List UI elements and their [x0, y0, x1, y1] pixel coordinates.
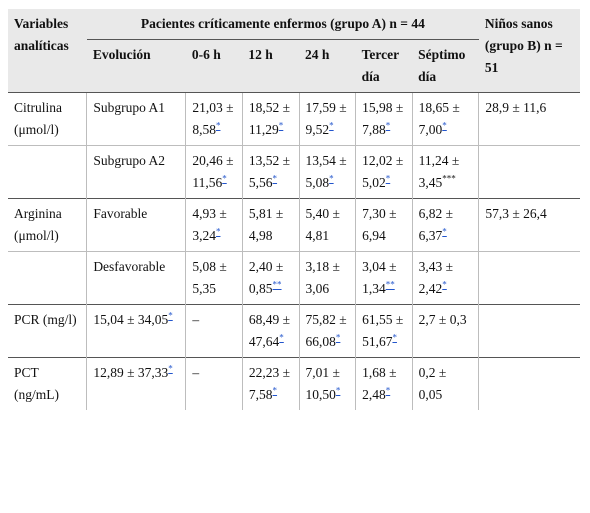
header-12h: 12 h: [242, 39, 299, 93]
value-cell: 13,54 ± 5,08*: [298, 145, 356, 199]
group-b-cell: [478, 304, 580, 358]
significance-link[interactable]: *: [215, 226, 221, 237]
group-b-cell: 28,9 ± 11,6: [478, 92, 580, 146]
value-cell: 5,08 ± 5,35: [185, 251, 243, 305]
group-b-cell: [478, 145, 580, 199]
value-cell: 6,82 ± 6,37*: [411, 198, 479, 252]
value-cell: 5,81 ± 4,98: [241, 198, 299, 252]
value-cell: 0,2 ± 0,05: [411, 357, 479, 410]
table-row: PCT (ng/mL) 12,89 ± 37,33* – 22,23 ± 7,5…: [8, 357, 580, 410]
significance-link[interactable]: *: [222, 173, 227, 184]
value-cell: –: [185, 304, 243, 358]
group-cell: Subgrupo A1: [86, 92, 186, 146]
variable-cell: PCR (mg/l): [8, 304, 87, 358]
header-group-b: Niños sanos (grupo B) n = 51: [478, 9, 580, 93]
significance-link[interactable]: *: [168, 363, 173, 374]
significance-link[interactable]: *: [385, 173, 391, 184]
value-cell: 15,04 ± 34,05*: [86, 304, 186, 358]
significance-link[interactable]: *: [329, 173, 334, 184]
significance-link[interactable]: *: [442, 226, 447, 237]
significance-link[interactable]: *: [215, 120, 221, 131]
variable-cell: PCT (ng/mL): [8, 357, 87, 410]
value-cell: 68,49 ± 47,64*: [241, 304, 299, 358]
value-cell: 12,02 ± 5,02*: [355, 145, 413, 199]
group-cell: Subgrupo A2: [86, 145, 186, 199]
significance-link[interactable]: *: [272, 173, 278, 184]
table-row: Citrulina (μmol/l) Subgrupo A1 21,03 ± 8…: [8, 92, 580, 146]
value-cell: 3,04 ± 1,34**: [355, 251, 413, 305]
significance-link[interactable]: **: [385, 279, 395, 290]
header-evolucion: Evolución: [86, 39, 186, 93]
data-table: Variables analíticas Pacientes críticame…: [8, 9, 580, 410]
group-b-cell: [478, 251, 580, 305]
significance-link[interactable]: *: [335, 385, 341, 396]
significance-mark: ***: [442, 173, 456, 184]
significance-link[interactable]: *: [168, 310, 173, 321]
significance-link[interactable]: *: [392, 332, 397, 343]
variable-cell: [8, 251, 87, 305]
value-cell: 7,30 ± 6,94: [355, 198, 413, 252]
header-septimo: Séptimo día: [412, 39, 479, 93]
value-cell: 1,68 ± 2,48*: [355, 357, 413, 410]
value-cell: 12,89 ± 37,33*: [86, 357, 186, 410]
header-group-a: Pacientes críticamente enfermos (grupo A…: [86, 9, 479, 40]
value-cell: 20,46 ± 11,56*: [185, 145, 243, 199]
significance-link[interactable]: *: [278, 120, 284, 131]
header-24h: 24 h: [299, 39, 356, 93]
value-cell: 22,23 ± 7,58*: [241, 357, 299, 410]
value-cell: 4,93 ± 3,24*: [185, 198, 243, 252]
table-row: Desfavorable 5,08 ± 5,35 2,40 ± 0,85** 3…: [8, 251, 580, 305]
group-cell: Desfavorable: [86, 251, 186, 305]
significance-link[interactable]: *: [335, 332, 341, 343]
significance-link[interactable]: *: [329, 120, 334, 131]
group-b-cell: [478, 357, 580, 410]
variable-cell: Citrulina (μmol/l): [8, 92, 87, 146]
value-cell: 18,65 ± 7,00*: [411, 92, 479, 146]
significance-link[interactable]: *: [385, 385, 391, 396]
value-cell: 2,7 ± 0,3: [411, 304, 479, 358]
variable-cell: [8, 145, 87, 199]
value-cell: 15,98 ± 7,88*: [355, 92, 413, 146]
value-cell: 5,40 ± 4,81: [298, 198, 356, 252]
significance-link[interactable]: *: [442, 120, 447, 131]
value-cell: –: [185, 357, 243, 410]
value-cell: 13,52 ± 5,56*: [241, 145, 299, 199]
significance-link[interactable]: *: [279, 332, 284, 343]
significance-link[interactable]: *: [385, 120, 391, 131]
header-variables: Variables analíticas: [8, 9, 87, 93]
value-cell: 75,82 ± 66,08*: [298, 304, 356, 358]
table-row: PCR (mg/l) 15,04 ± 34,05* – 68,49 ± 47,6…: [8, 304, 580, 358]
value-cell: 18,52 ± 11,29*: [241, 92, 299, 146]
header-tercer: Tercer día: [355, 39, 413, 93]
table-row: Arginina (μmol/l) Favorable 4,93 ± 3,24*…: [8, 198, 580, 252]
value-cell: 17,59 ± 9,52*: [298, 92, 356, 146]
significance-link[interactable]: *: [272, 385, 278, 396]
value-cell: 7,01 ± 10,50*: [298, 357, 356, 410]
significance-link[interactable]: *: [442, 279, 447, 290]
header-06h: 0-6 h: [185, 39, 243, 93]
value-cell: 3,43 ± 2,42*: [411, 251, 479, 305]
value-cell: 11,24 ± 3,45***: [411, 145, 479, 199]
table-row: Subgrupo A2 20,46 ± 11,56* 13,52 ± 5,56*…: [8, 145, 580, 199]
group-b-cell: 57,3 ± 26,4: [478, 198, 580, 252]
value-cell: 61,55 ± 51,67*: [355, 304, 413, 358]
value-cell: 3,18 ± 3,06: [298, 251, 356, 305]
value-cell: 21,03 ± 8,58*: [185, 92, 243, 146]
significance-link[interactable]: **: [272, 279, 282, 290]
variable-cell: Arginina (μmol/l): [8, 198, 87, 252]
value-cell: 2,40 ± 0,85**: [241, 251, 299, 305]
group-cell: Favorable: [86, 198, 186, 252]
